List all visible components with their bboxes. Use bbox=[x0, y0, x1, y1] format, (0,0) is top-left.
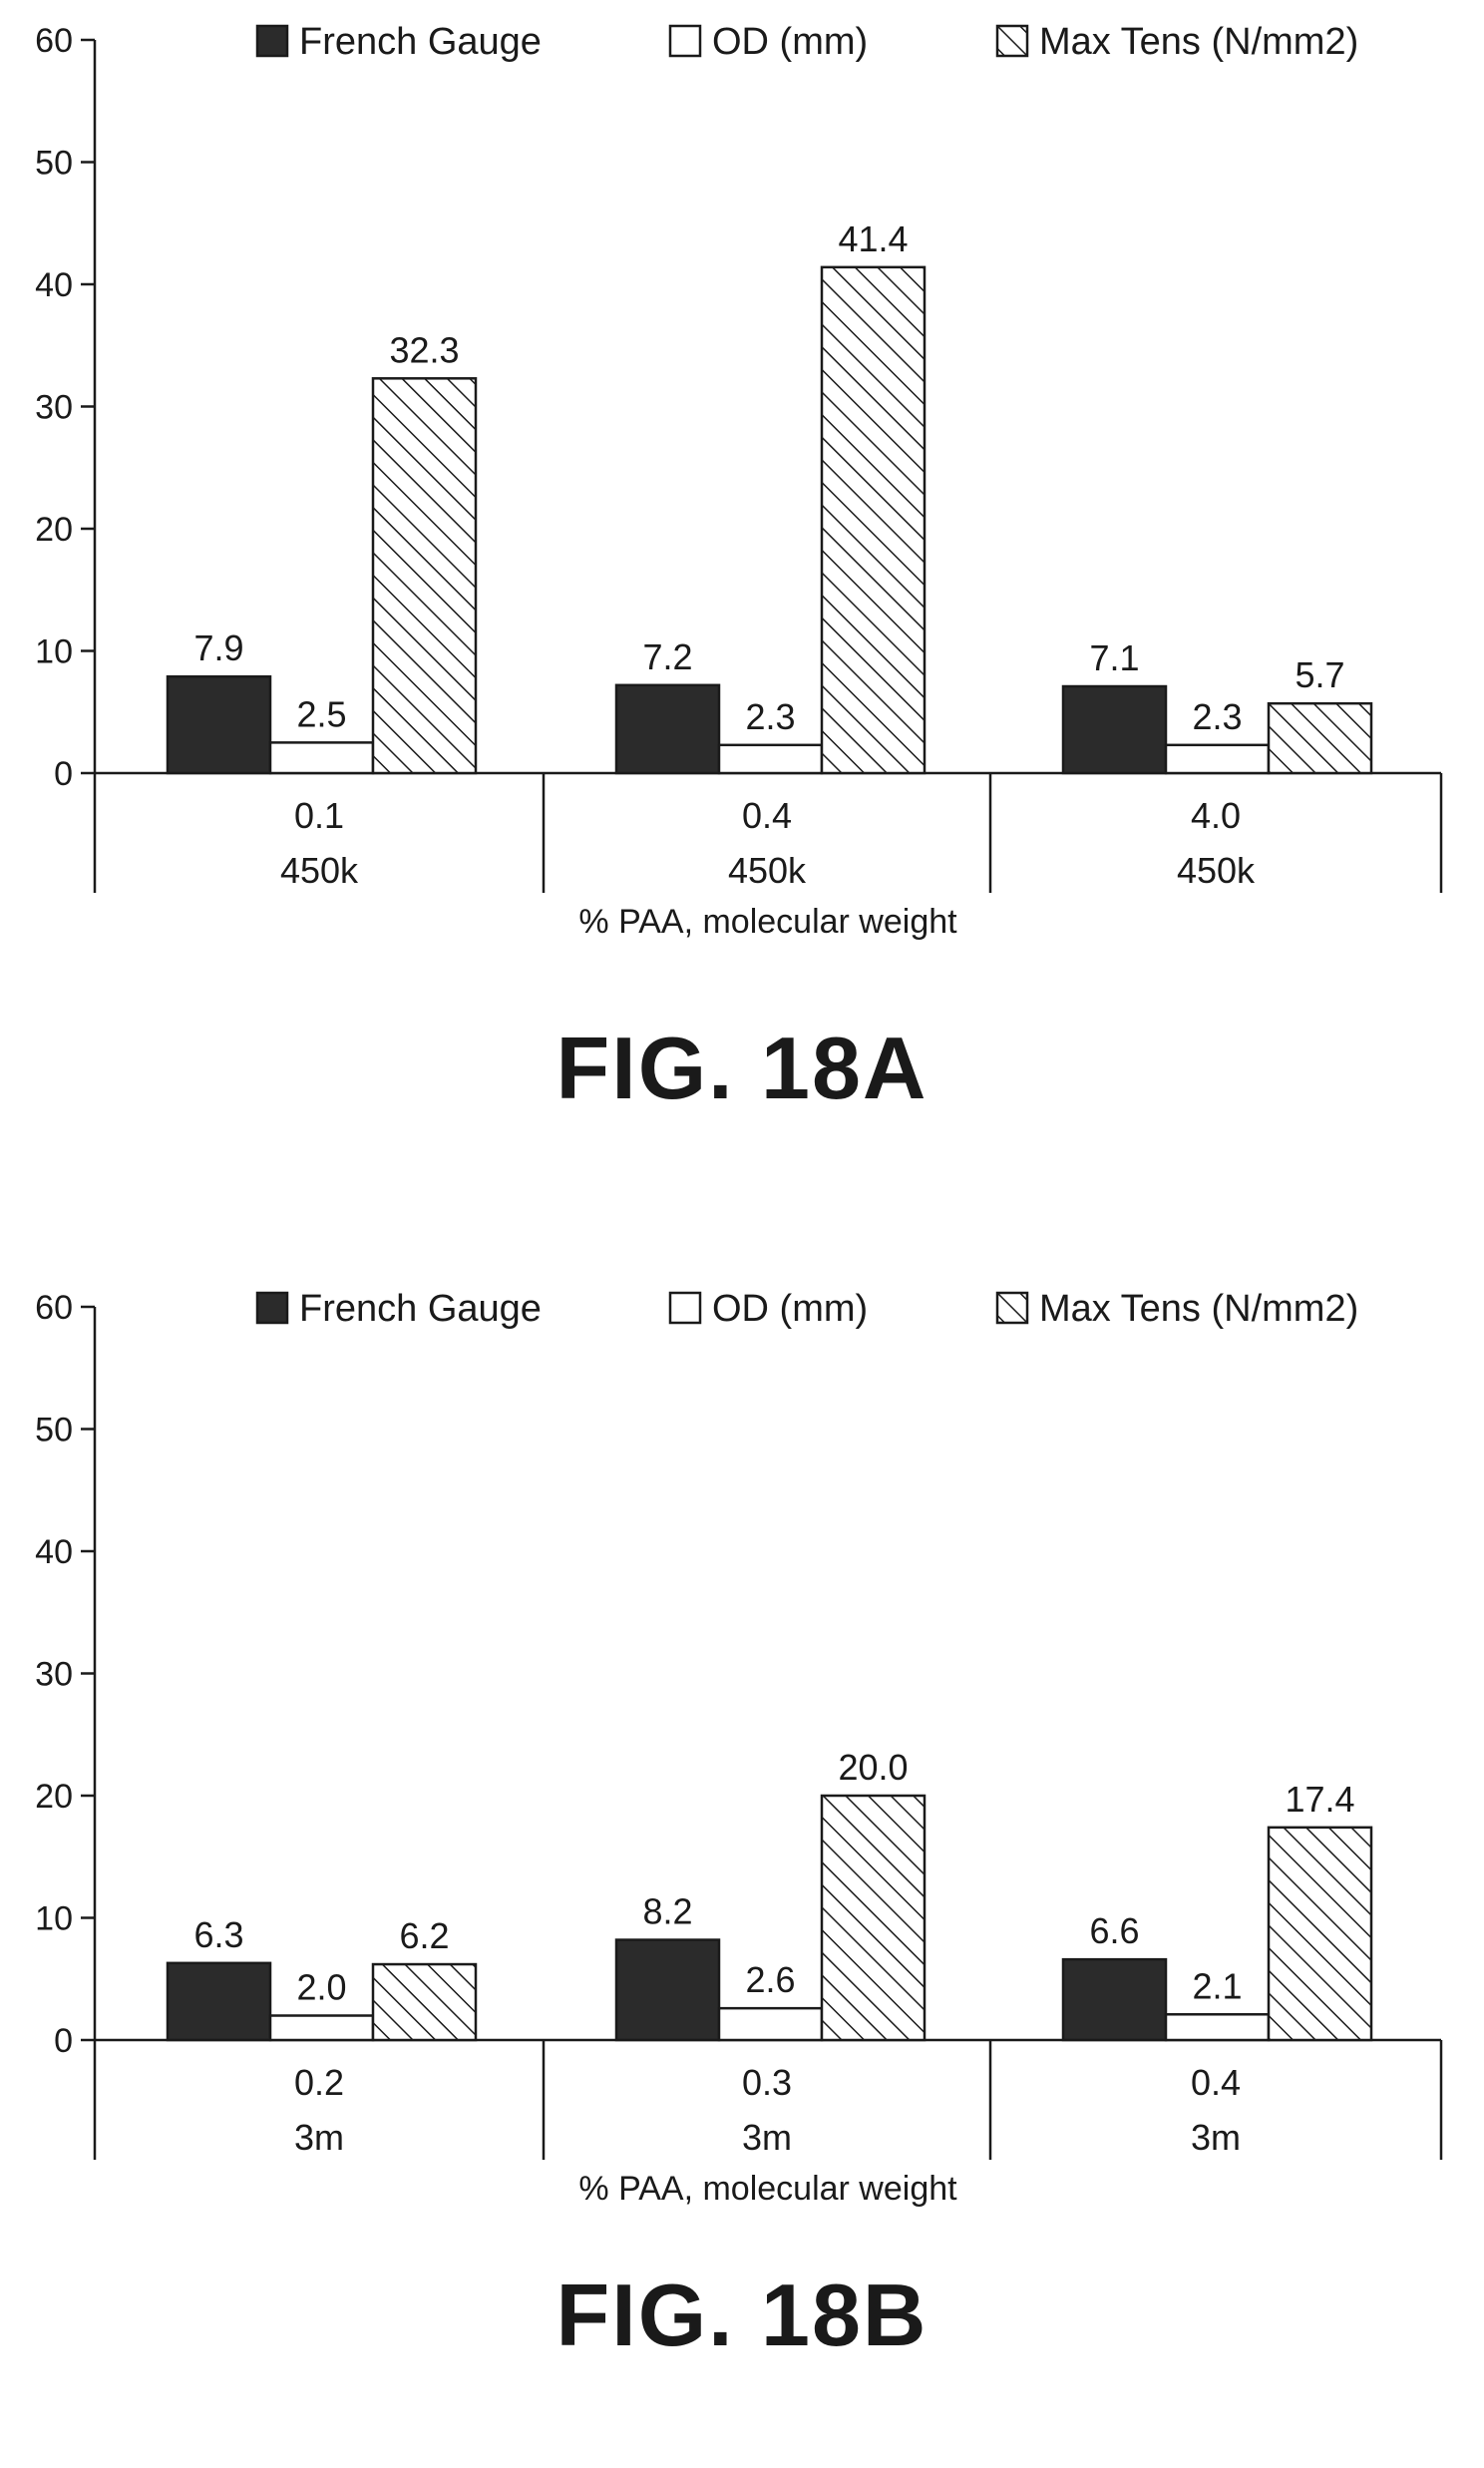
category-label-concentration: 0.1 bbox=[294, 795, 344, 836]
y-tick-label: 20 bbox=[35, 511, 73, 549]
legend-label: OD (mm) bbox=[712, 21, 868, 63]
bar bbox=[1267, 701, 1373, 775]
data-label: 2.6 bbox=[745, 1959, 795, 2000]
x-axis-label: % PAA, molecular weight bbox=[578, 2170, 957, 2208]
y-tick-label: 40 bbox=[35, 266, 73, 304]
category-label-molecular-weight: 3m bbox=[742, 2117, 792, 2158]
data-label: 41.4 bbox=[838, 218, 908, 259]
bar bbox=[1164, 743, 1271, 775]
bar bbox=[371, 377, 478, 775]
figure-title: FIG. 18B bbox=[556, 2265, 928, 2364]
legend-swatch bbox=[668, 1291, 702, 1325]
y-tick-label: 50 bbox=[35, 1412, 73, 1449]
y-tick-label: 40 bbox=[35, 1533, 73, 1571]
data-label: 7.9 bbox=[193, 627, 243, 668]
bar bbox=[166, 1961, 272, 2042]
figure-18a: 0 10 20 30 40 50 60 0.1 450k 0.4 450k 4.0 450k % PAA,… bbox=[0, 0, 1484, 1201]
legend-swatch bbox=[255, 1291, 289, 1325]
legend-swatch bbox=[995, 1291, 1029, 1325]
data-label: 6.2 bbox=[399, 1915, 449, 1956]
bar bbox=[371, 1962, 478, 2042]
category-label-molecular-weight: 3m bbox=[294, 2117, 344, 2158]
figure-18b: 0 10 20 30 40 50 60 0.2 3m 0.3 3m 0.4 3m % PAA, molec… bbox=[0, 1267, 1484, 2468]
data-label: 32.3 bbox=[389, 329, 459, 370]
category-label-concentration: 0.2 bbox=[294, 2062, 344, 2103]
bar bbox=[820, 1794, 927, 2042]
bar bbox=[1164, 2013, 1271, 2042]
data-label: 2.3 bbox=[745, 696, 795, 737]
x-axis-label: % PAA, molecular weight bbox=[578, 903, 957, 941]
bar bbox=[268, 741, 375, 775]
bar bbox=[820, 265, 927, 775]
category-label-molecular-weight: 450k bbox=[1177, 850, 1256, 891]
data-label: 7.2 bbox=[642, 636, 692, 677]
y-tick-label: 30 bbox=[35, 1656, 73, 1694]
bar bbox=[268, 2014, 375, 2042]
y-tick-label: 30 bbox=[35, 389, 73, 427]
category-label-concentration: 4.0 bbox=[1191, 795, 1241, 836]
category-label-molecular-weight: 450k bbox=[280, 850, 359, 891]
legend-label: OD (mm) bbox=[712, 1288, 868, 1330]
bar bbox=[614, 1938, 721, 2042]
data-label: 6.3 bbox=[193, 1914, 243, 1955]
y-tick-label: 20 bbox=[35, 1778, 73, 1816]
data-label: 20.0 bbox=[838, 1747, 908, 1788]
y-tick-label: 0 bbox=[54, 2022, 73, 2060]
category-label-concentration: 0.3 bbox=[742, 2062, 792, 2103]
y-tick-label: 0 bbox=[54, 755, 73, 793]
bar bbox=[717, 2006, 824, 2042]
chart-18a: 0 10 20 30 40 50 60 0.1 450k 0.4 450k 4.0 450k % PAA,… bbox=[35, 21, 1443, 941]
chart-18b: 0 10 20 30 40 50 60 0.2 3m 0.3 3m 0.4 3m % PAA, molec… bbox=[35, 1288, 1443, 2208]
y-tick-label: 50 bbox=[35, 145, 73, 183]
category-label-concentration: 0.4 bbox=[742, 795, 792, 836]
data-label: 8.2 bbox=[642, 1891, 692, 1932]
data-label: 2.1 bbox=[1192, 1965, 1242, 2006]
data-label: 17.4 bbox=[1285, 1779, 1354, 1820]
figure-title: FIG. 18A bbox=[556, 1019, 928, 1117]
category-label-molecular-weight: 3m bbox=[1191, 2117, 1241, 2158]
data-label: 2.0 bbox=[296, 1967, 346, 2008]
category-label-concentration: 0.4 bbox=[1191, 2062, 1241, 2103]
data-label: 2.3 bbox=[1192, 696, 1242, 737]
y-tick-label: 10 bbox=[35, 633, 73, 671]
bar bbox=[614, 683, 721, 775]
legend-swatch bbox=[668, 24, 702, 58]
bar bbox=[1061, 1957, 1168, 2042]
data-label: 7.1 bbox=[1089, 637, 1139, 678]
y-tick-label: 60 bbox=[35, 1289, 73, 1327]
legend-swatch bbox=[255, 24, 289, 58]
y-tick-label: 10 bbox=[35, 1900, 73, 1938]
legend-label: French Gauge bbox=[299, 1288, 542, 1330]
legend-swatch bbox=[995, 24, 1029, 58]
data-label: 2.5 bbox=[296, 693, 346, 734]
data-label: 5.7 bbox=[1295, 654, 1344, 695]
bar bbox=[1267, 1826, 1373, 2042]
y-tick-label: 60 bbox=[35, 22, 73, 60]
legend-label: French Gauge bbox=[299, 21, 542, 63]
bar bbox=[1061, 684, 1168, 775]
bar bbox=[717, 743, 824, 775]
legend-label: Max Tens (N/mm2) bbox=[1039, 21, 1358, 63]
category-label-molecular-weight: 450k bbox=[728, 850, 807, 891]
data-label: 6.6 bbox=[1089, 1910, 1139, 1951]
bar bbox=[166, 674, 272, 775]
legend-label: Max Tens (N/mm2) bbox=[1039, 1288, 1358, 1330]
